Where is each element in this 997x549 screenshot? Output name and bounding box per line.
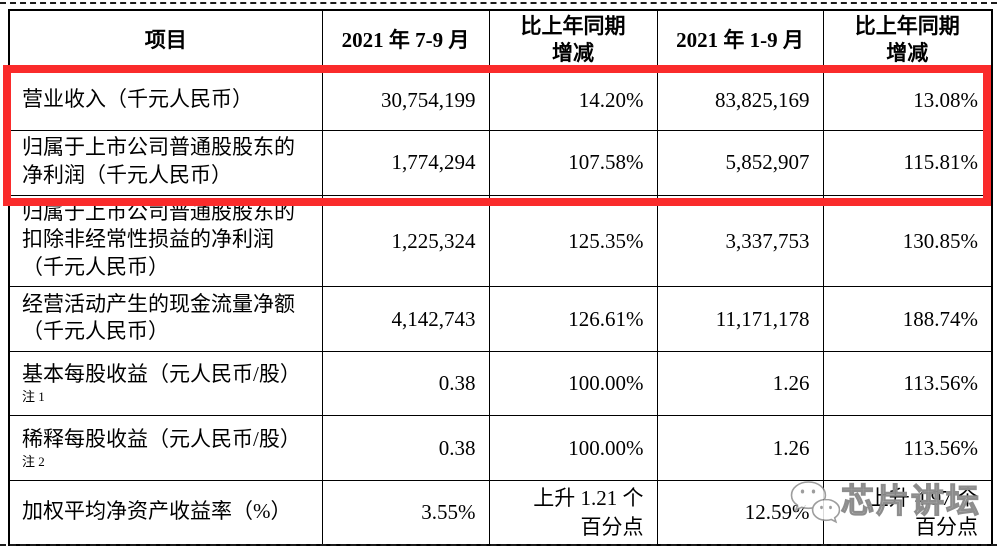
- cell-q3-value: 0.38: [321, 414, 490, 481]
- header-item: 项目: [8, 9, 323, 71]
- row-label: 营业收入（千元人民币）: [22, 86, 253, 111]
- cell-q3-value: 0.38: [321, 350, 490, 416]
- cell-ytd-yoy: 上升 4.97 个 百分点: [822, 479, 993, 546]
- cell-q3-value: 4,142,743: [321, 285, 490, 352]
- cell-ytd-yoy: 13.08%: [822, 69, 993, 131]
- table-row-revenue: 营业收入（千元人民币） 30,754,199 14.20% 83,825,169…: [8, 69, 993, 131]
- cell-q3-yoy: 125.35%: [488, 194, 658, 287]
- table-row-basic-eps: 基本每股收益（元人民币/股） 注 1 0.38 100.00% 1.26 113…: [8, 350, 993, 416]
- red-highlight-rectangle: [3, 65, 991, 206]
- row-note: 注 2: [22, 453, 45, 469]
- cell-q3-yoy: 100.00%: [488, 350, 658, 416]
- cell-q3-value: 3.55%: [321, 479, 490, 546]
- watermark-text: 芯片讲坛: [840, 483, 981, 520]
- cell-ytd-value: 1.26: [656, 350, 824, 416]
- row-label: 经营活动产生的现金流量净额 （千元人民币）: [22, 291, 295, 344]
- row-note: 注 1: [22, 389, 45, 405]
- table-header-row: 项目 2021 年 7-9 月 比上年同期 增减 2021 年 1-9 月 比上…: [8, 9, 993, 71]
- table-row-weighted-avg-roe: 加权平均净资产收益率（%） 3.55% 上升 1.21 个 百分点 12.59%…: [8, 479, 993, 546]
- table-row-diluted-eps: 稀释每股收益（元人民币/股） 注 2 0.38 100.00% 1.26 113…: [8, 414, 993, 481]
- cell-ytd-yoy: 130.85%: [822, 194, 993, 287]
- table-row-operating-cash-flow: 经营活动产生的现金流量净额 （千元人民币） 4,142,743 126.61% …: [8, 285, 993, 352]
- cell-ytd-value: 3,337,753: [656, 194, 824, 287]
- top-dashed-divider: [0, 2, 997, 4]
- watermark: 芯片讲坛: [788, 479, 981, 525]
- cell-q3-yoy: 14.20%: [488, 69, 658, 131]
- cell-q3-yoy: 126.61%: [488, 285, 658, 352]
- row-label-cell: 营业收入（千元人民币）: [8, 69, 323, 131]
- header-ytd-2021: 2021 年 1-9 月: [656, 9, 824, 71]
- header-q3-yoy: 比上年同期 增减: [488, 9, 658, 71]
- cell-q3-value: 1,225,324: [321, 194, 490, 287]
- bottom-dashed-divider: [0, 544, 997, 546]
- cell-ytd-yoy: 188.74%: [822, 285, 993, 352]
- wechat-icon: [788, 479, 840, 525]
- cell-ytd-yoy: 113.56%: [822, 350, 993, 416]
- header-q3-2021: 2021 年 7-9 月: [321, 9, 490, 71]
- row-label-cell: 基本每股收益（元人民币/股） 注 1: [8, 350, 323, 416]
- row-label-cell: 归属于上市公司普通股股东的 扣除非经常性损益的净利润 （千元人民币）: [8, 194, 323, 287]
- cell-q3-yoy: 上升 1.21 个 百分点: [488, 479, 658, 546]
- cell-ytd-yoy: 113.56%: [822, 414, 993, 481]
- cell-q3-yoy: 100.00%: [488, 414, 658, 481]
- cell-ytd-value: 1.26: [656, 414, 824, 481]
- row-label: 归属于上市公司普通股股东的 净利润（千元人民币）: [22, 135, 295, 188]
- table-row-net-profit-excl-nonrecurring: 归属于上市公司普通股股东的 扣除非经常性损益的净利润 （千元人民币） 1,225…: [8, 194, 993, 287]
- row-label-cell: 稀释每股收益（元人民币/股） 注 2: [8, 414, 323, 481]
- cell-ytd-value: 83,825,169: [656, 69, 824, 131]
- cell-ytd-value: 11,171,178: [656, 285, 824, 352]
- row-label: 稀释每股收益（元人民币/股）: [22, 426, 301, 451]
- cell-ytd-yoy: 115.81%: [822, 129, 993, 196]
- row-label: 加权平均净资产收益率（%）: [22, 499, 292, 524]
- row-label: 基本每股收益（元人民币/股）: [22, 362, 301, 387]
- header-ytd-yoy: 比上年同期 增减: [822, 9, 993, 71]
- row-label-cell: 归属于上市公司普通股股东的 净利润（千元人民币）: [8, 129, 323, 196]
- financial-results-table: 项目 2021 年 7-9 月 比上年同期 增减 2021 年 1-9 月 比上…: [8, 9, 993, 547]
- row-label: 归属于上市公司普通股股东的 扣除非经常性损益的净利润 （千元人民币）: [22, 199, 295, 280]
- row-label-cell: 加权平均净资产收益率（%）: [8, 479, 323, 546]
- row-label-cell: 经营活动产生的现金流量净额 （千元人民币）: [8, 285, 323, 352]
